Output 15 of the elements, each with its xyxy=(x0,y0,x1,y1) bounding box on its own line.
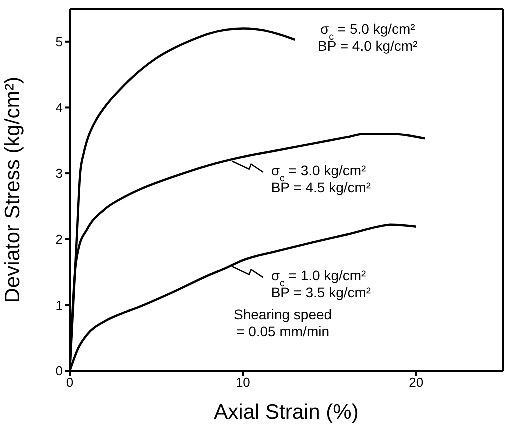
x-axis-title: Axial Strain (%) xyxy=(214,401,359,424)
annotation: σ$_{c}$ = 5.0 kg/cm² BP = 4.0 kg/cm² xyxy=(318,21,418,54)
y-axis-title: Deviator Stress (kg/cm²) xyxy=(1,76,24,304)
x-tick-label: 0 xyxy=(66,375,74,390)
annotation: σ$_{c}$ = 3.0 kg/cm² BP = 4.5 kg/cm² xyxy=(271,162,372,196)
y-tick-label: 1 xyxy=(56,298,63,313)
y-tick-label: 3 xyxy=(56,166,63,182)
y-tick-label: 2 xyxy=(56,232,63,247)
annotation: Shearing speed = 0.05 mm/min xyxy=(234,306,332,340)
x-tick-label: 20 xyxy=(409,375,424,390)
y-tick-label: 0 xyxy=(56,364,63,379)
y-tick-label: 5 xyxy=(56,34,63,50)
y-tick-label: 4 xyxy=(56,100,63,116)
annotation: σ$_{c}$ = 1.0 kg/cm² BP = 3.5 kg/cm² xyxy=(271,268,372,301)
x-tick-label: 10 xyxy=(236,375,250,390)
